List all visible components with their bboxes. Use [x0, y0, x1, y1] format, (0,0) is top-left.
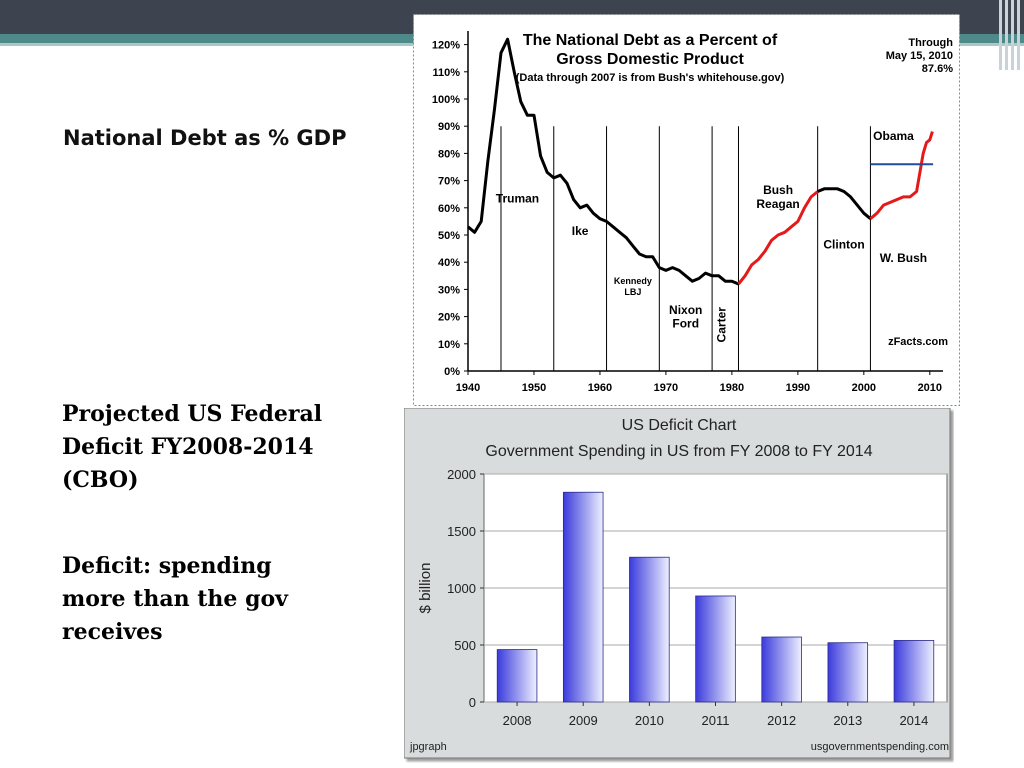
chart-frame: [413, 14, 960, 406]
deficit-heading-line: (CBO): [62, 467, 139, 493]
x-tick-label: 1960: [588, 382, 612, 394]
term-label: Clinton: [823, 238, 864, 252]
x-tick-label: 2013: [833, 713, 862, 728]
term-label: Ford: [672, 316, 699, 330]
deficit-heading: Projected US Federal Deficit FY2008-2014…: [62, 398, 322, 497]
chart-title: US Deficit Chart: [622, 417, 737, 434]
deficit-bar: [562, 491, 604, 703]
x-tick-label: 2000: [852, 382, 876, 394]
deficit-heading-line: Deficit FY2008-2014: [62, 434, 314, 460]
deficit-definition-line: receives: [62, 619, 163, 645]
x-tick-label: 2009: [569, 713, 598, 728]
term-label: LBJ: [624, 287, 641, 297]
y-tick-label: 80%: [438, 148, 460, 160]
term-label: Reagan: [756, 197, 799, 211]
term-label: Nixon: [669, 303, 702, 317]
deficit-bar: [496, 649, 538, 703]
deficit-definition-line: more than the gov: [62, 586, 288, 612]
corner-decoration: [990, 0, 1024, 70]
term-label: Ike: [572, 224, 589, 238]
chart-subtitle: Government Spending in US from FY 2008 t…: [485, 443, 872, 460]
deficit-bar: [761, 636, 802, 703]
term-label: Obama: [873, 129, 914, 143]
x-tick-label: 1990: [786, 382, 810, 394]
chart-note-line: May 15, 2010: [886, 50, 953, 62]
y-tick-label: 1500: [447, 524, 476, 539]
chart-source: zFacts.com: [888, 336, 948, 348]
us-deficit-chart: 0 500 1000 1500 2000 2008 2009 2010 2011 2012 2013…: [404, 408, 951, 759]
y-tick-label: 0%: [444, 366, 460, 378]
x-tick-label: 2010: [918, 382, 942, 394]
deficit-bar: [827, 642, 869, 703]
y-tick-label: 30%: [438, 284, 460, 296]
y-tick-label: 40%: [438, 257, 460, 269]
x-tick-label: 1950: [522, 382, 546, 394]
y-tick-label: 60%: [438, 203, 460, 215]
y-tick-label: 120%: [432, 40, 460, 52]
term-label: Carter: [714, 307, 728, 343]
debt-series-line: [869, 131, 934, 220]
deficit-bar: [629, 556, 670, 703]
chart-note-line: Through: [908, 37, 953, 49]
deficit-bar: [893, 640, 935, 703]
term-label: Kennedy: [614, 276, 652, 286]
x-tick-label: 2008: [503, 713, 532, 728]
x-tick-label: 2010: [635, 713, 664, 728]
x-tick-label: 2014: [899, 713, 928, 728]
chart-title-line: Gross Domestic Product: [556, 51, 744, 68]
x-tick-label: 1980: [720, 382, 744, 394]
y-tick-label: 70%: [438, 176, 460, 188]
chart-subtitle: (Data through 2007 is from Bush's whiteh…: [516, 72, 785, 84]
y-tick-label: 10%: [438, 339, 460, 351]
y-tick-label: 110%: [432, 67, 460, 79]
debt-series-line: [467, 37, 740, 286]
y-tick-label: 0: [469, 695, 476, 710]
x-tick-label: 1940: [456, 382, 480, 394]
debt-series-line: [737, 190, 819, 285]
x-tick-label: 2012: [767, 713, 796, 728]
y-tick-label: 100%: [432, 94, 460, 106]
deficit-bar: [695, 595, 736, 703]
term-label: Truman: [496, 191, 539, 205]
term-label: W. Bush: [880, 251, 927, 265]
y-tick-label: 2000: [447, 467, 476, 482]
y-tick-label: 50%: [438, 230, 460, 242]
y-tick-label: 90%: [438, 121, 460, 133]
deficit-definition: Deficit: spending more than the gov rece…: [62, 550, 288, 649]
chart-note-line: 87.6%: [922, 63, 953, 75]
x-tick-label: 2011: [702, 713, 730, 728]
deficit-heading-line: Projected US Federal: [62, 401, 323, 427]
y-tick-label: 20%: [438, 312, 460, 324]
y-axis-label: $ billion: [417, 563, 434, 614]
y-tick-label: 1000: [447, 581, 476, 596]
y-tick-label: 500: [454, 638, 476, 653]
chart-footer-right: usgovernmentspending.com: [811, 741, 949, 753]
chart-title-line: The National Debt as a Percent of: [523, 32, 778, 49]
debt-heading: National Debt as % GDP: [63, 126, 347, 150]
chart-footer-left: jpgraph: [409, 741, 447, 753]
deficit-definition-line: Deficit: spending: [62, 553, 272, 579]
debt-gdp-chart: 0% 10% 20% 30% 40% 50% 60% 70% 80% 90% 100% 110% 120…: [413, 14, 960, 406]
debt-series-line: [817, 187, 872, 220]
x-tick-label: 1970: [654, 382, 678, 394]
term-label: Bush: [763, 183, 793, 197]
